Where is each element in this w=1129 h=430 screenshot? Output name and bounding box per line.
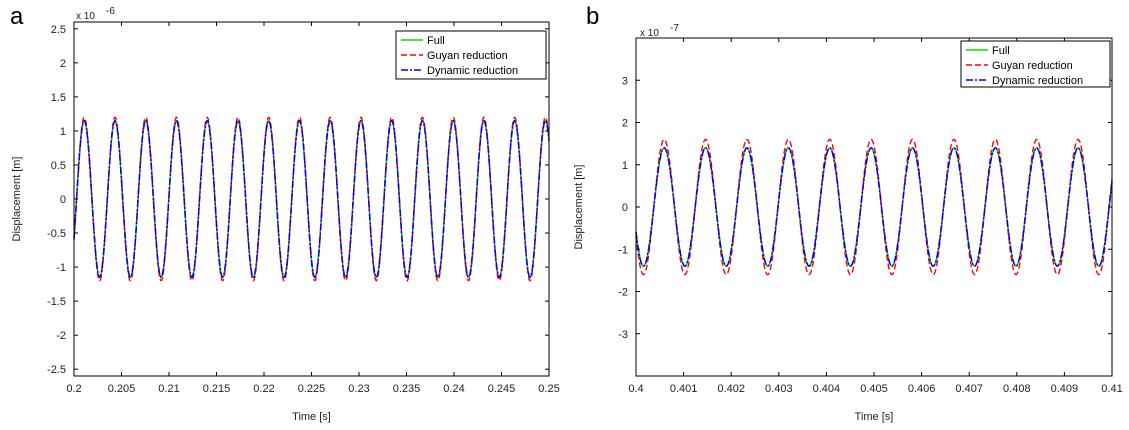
x-tick-label: 0.405 (860, 383, 888, 395)
x-tick-label: 0.205 (108, 383, 136, 395)
x-axis-label: Time [s] (855, 411, 894, 423)
x-tick-label: 0.21 (158, 383, 179, 395)
legend-label: Guyan reduction (992, 60, 1073, 72)
y-tick-label: 1 (60, 126, 66, 138)
y-tick-label: -1.5 (47, 296, 66, 308)
legend: Full Guyan reduction Dynamic reduction (395, 30, 547, 80)
y-tick-label: -2 (618, 287, 628, 299)
x-axis-label: Time [s] (292, 411, 331, 423)
x-tick-label: 0.402 (717, 383, 745, 395)
series-line-dynamic-reduction (73, 119, 550, 279)
y-tick-label: 2 (60, 58, 66, 70)
legend-label: Guyan reduction (427, 50, 508, 62)
y-tick-label: 1 (622, 160, 628, 172)
y-tick-label: 3 (622, 75, 628, 87)
x-tick-label: 0.407 (955, 383, 983, 395)
plot-panel-a: 0.2 0.205 0.21 0.215 0.22 0.225 0.23 0.235 0.24 0… (11, 6, 560, 423)
x-tick-label: 0.23 (348, 383, 369, 395)
legend-label: Dynamic reduction (427, 65, 518, 77)
y-tick-label: 2.5 (51, 24, 66, 36)
x-tick-label: 0.215 (203, 383, 231, 395)
y-tick-label: 1.5 (51, 92, 66, 104)
series-line-guyan-reduction (635, 138, 1113, 276)
plot-panel-b: 0.4 0.401 0.402 0.403 0.404 0.405 0.406 0.407 0.… (573, 23, 1123, 423)
y-tick-label: -2 (56, 330, 66, 342)
x-tick-label: 0.24 (443, 383, 464, 395)
x-tick-label: 0.401 (670, 383, 698, 395)
axis-multiplier: x 10 (76, 11, 95, 22)
axis-multiplier-exponent: -6 (106, 6, 115, 17)
y-tick-label: -0.5 (47, 228, 66, 240)
y-tick-label: -3 (618, 329, 628, 341)
x-tick-label: 0.2 (66, 383, 81, 395)
series-line-full (635, 147, 1113, 267)
x-tick-label: 0.225 (298, 383, 326, 395)
legend-label: Full (992, 45, 1010, 57)
axis-multiplier-exponent: -7 (670, 23, 679, 34)
x-tick-label: 0.4 (628, 383, 643, 395)
legend-label: Full (427, 35, 445, 47)
y-tick-label: -1 (618, 244, 628, 256)
x-tick-label: 0.25 (538, 383, 559, 395)
x-tick-label: 0.403 (765, 383, 793, 395)
x-tick-label: 0.406 (908, 383, 936, 395)
x-tick-label: 0.22 (253, 383, 274, 395)
x-tick-label: 0.41 (1101, 383, 1122, 395)
legend: Full Guyan reduction Dynamic reduction (960, 40, 1111, 88)
x-tick-label: 0.409 (1051, 383, 1079, 395)
y-tick-label: 0 (622, 202, 628, 214)
x-tick-label: 0.245 (488, 383, 516, 395)
legend-label: Dynamic reduction (992, 75, 1083, 87)
y-tick-label: 2 (622, 118, 628, 130)
x-tick-label: 0.404 (813, 383, 841, 395)
axis-multiplier: x 10 (640, 28, 659, 39)
y-tick-label: -1 (56, 262, 66, 274)
panel-letter-a: a (10, 3, 24, 30)
y-axis-label: Displacement [m] (573, 165, 585, 250)
y-axis-label: Displacement [m] (11, 157, 23, 242)
y-tick-label: 0.5 (51, 160, 66, 172)
y-tick-label: 0 (60, 194, 66, 206)
x-tick-label: 0.408 (1003, 383, 1031, 395)
panel-letter-b: b (586, 3, 599, 30)
y-tick-label: -2.5 (47, 364, 66, 376)
x-tick-label: 0.235 (393, 383, 421, 395)
series-line-dynamic-reduction (635, 147, 1113, 267)
plot-frame (635, 37, 1113, 377)
